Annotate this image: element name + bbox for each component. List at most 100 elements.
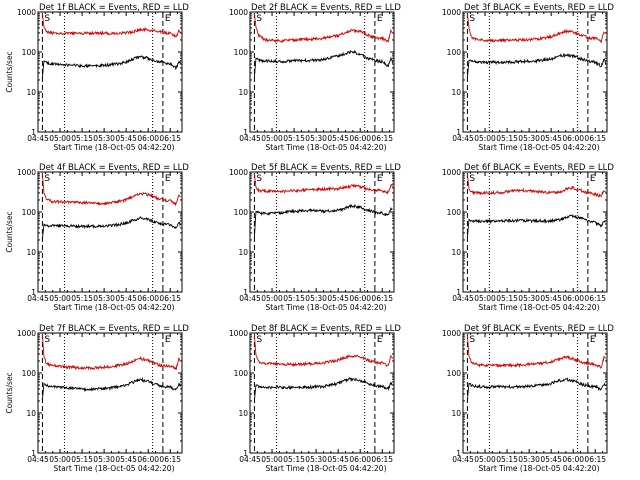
x-tick-label: 05:30 — [518, 455, 540, 464]
y-tick-label: 1000 — [17, 8, 36, 17]
series-events-black-line — [41, 55, 181, 79]
series-lld-red-line — [466, 333, 606, 369]
series-lld-red-line — [253, 12, 393, 44]
plot-frame — [37, 332, 183, 454]
marker-S-label: S — [469, 174, 475, 184]
panel-det-7f: Det 7f BLACK = Events, RED = LLD 1 10 100 10… — [5, 324, 189, 473]
y-tick-label: 1 — [243, 288, 248, 297]
panel-title: Det 1f BLACK = Events, RED = LLD — [39, 3, 189, 13]
x-tick-label: 04:45 — [239, 294, 261, 303]
x-tick-label: 06:15 — [159, 294, 181, 303]
y-tick-label: 1000 — [442, 168, 461, 177]
y-tick-label: 100 — [234, 208, 249, 217]
x-tick-label: 06:15 — [371, 134, 393, 143]
x-tick-label: 05:15 — [496, 294, 518, 303]
marker-E-label: E — [165, 335, 171, 345]
x-tick-label: 06:00 — [562, 294, 584, 303]
x-tick-label: 05:45 — [327, 134, 349, 143]
x-tick-label: 05:30 — [93, 134, 115, 143]
y-axis-label: Counts/sec — [5, 211, 14, 252]
panel-det-5f: Det 5f BLACK = Events, RED = LLD 1 10 100 10… — [229, 163, 402, 312]
series-events-black-line — [253, 203, 393, 239]
y-tick-label: 1 — [456, 128, 461, 137]
x-tick-label: 04:45 — [239, 455, 261, 464]
marker-E-label: E — [165, 14, 171, 24]
x-tick-label: 05:30 — [93, 294, 115, 303]
y-tick-label: 100 — [22, 208, 37, 217]
x-axis-label: Start Time (18-Oct-05 04:42:20) — [265, 303, 386, 312]
x-tick-label: 05:00 — [49, 134, 71, 143]
x-tick-label: 04:45 — [27, 455, 49, 464]
x-tick-label: 05:45 — [540, 455, 562, 464]
x-tick-label: 05:00 — [49, 455, 71, 464]
marker-S-label: S — [256, 335, 262, 345]
x-tick-label: 05:45 — [115, 455, 137, 464]
panel-det-9f: Det 9f BLACK = Events, RED = LLD 1 10 100 10… — [442, 324, 615, 473]
plot-frame — [249, 11, 395, 133]
y-tick-label: 100 — [447, 208, 462, 217]
y-tick-label: 10 — [238, 248, 248, 257]
x-tick-label: 06:15 — [159, 134, 181, 143]
plot-frame — [462, 171, 608, 293]
panel-title: Det 9f BLACK = Events, RED = LLD — [464, 324, 614, 334]
x-tick-label: 06:15 — [159, 455, 181, 464]
series-lld-red-line — [253, 333, 393, 367]
x-tick-label: 06:00 — [349, 294, 371, 303]
y-tick-label: 10 — [26, 409, 36, 418]
x-axis-label: Start Time (18-Oct-05 04:42:20) — [478, 143, 599, 152]
y-tick-label: 10 — [238, 409, 248, 418]
y-tick-label: 100 — [22, 48, 37, 57]
y-tick-label: 1 — [31, 449, 36, 458]
y-tick-label: 1 — [456, 288, 461, 297]
x-tick-label: 05:30 — [518, 134, 540, 143]
y-tick-label: 10 — [26, 248, 36, 257]
series-lld-red-line — [466, 12, 606, 44]
x-tick-label: 05:15 — [496, 455, 518, 464]
y-tick-label: 1000 — [442, 329, 461, 338]
series-events-black-line — [253, 49, 393, 79]
plot-frame — [37, 171, 183, 293]
x-tick-label: 06:00 — [137, 455, 159, 464]
x-tick-label: 05:45 — [540, 134, 562, 143]
x-tick-label: 05:00 — [261, 294, 283, 303]
x-tick-label: 05:45 — [115, 294, 137, 303]
plot-frame — [462, 11, 608, 133]
x-tick-label: 05:30 — [305, 134, 327, 143]
panel-det-6f: Det 6f BLACK = Events, RED = LLD 1 10 100 10… — [442, 163, 615, 312]
x-tick-label: 05:30 — [93, 455, 115, 464]
x-tick-label: 05:00 — [474, 455, 496, 464]
x-tick-label: 05:00 — [261, 134, 283, 143]
panel-title: Det 6f BLACK = Events, RED = LLD — [464, 163, 614, 173]
plot-frame — [249, 171, 395, 293]
marker-E-label: E — [377, 335, 383, 345]
plot-frame — [37, 11, 183, 133]
y-tick-label: 100 — [447, 48, 462, 57]
marker-S-label: S — [256, 14, 262, 24]
marker-E-label: E — [590, 335, 596, 345]
marker-S-label: S — [256, 174, 262, 184]
panel-det-1f: Det 1f BLACK = Events, RED = LLD 1 10 100 10… — [5, 3, 189, 152]
x-tick-label: 05:00 — [49, 294, 71, 303]
y-tick-label: 100 — [22, 369, 37, 378]
y-tick-label: 10 — [238, 88, 248, 97]
x-tick-label: 05:00 — [261, 455, 283, 464]
marker-E-label: E — [165, 174, 171, 184]
panel-det-8f: Det 8f BLACK = Events, RED = LLD 1 10 100 10… — [229, 324, 402, 473]
plot-frame — [462, 332, 608, 454]
x-axis-label: Start Time (18-Oct-05 04:42:20) — [53, 303, 174, 312]
series-lld-red-line — [41, 12, 181, 38]
series-events-black-line — [466, 377, 606, 402]
x-tick-label: 06:00 — [137, 294, 159, 303]
plot-frame — [249, 332, 395, 454]
x-tick-label: 06:15 — [584, 455, 606, 464]
panel-title: Det 5f BLACK = Events, RED = LLD — [251, 163, 401, 173]
x-tick-label: 05:45 — [115, 134, 137, 143]
panel-det-4f: Det 4f BLACK = Events, RED = LLD 1 10 100 10… — [5, 163, 189, 312]
marker-S-label: S — [469, 335, 475, 345]
x-tick-label: 05:15 — [283, 455, 305, 464]
series-events-black-line — [466, 214, 606, 239]
marker-S-label: S — [469, 14, 475, 24]
marker-S-label: S — [44, 14, 50, 24]
x-tick-label: 05:45 — [327, 294, 349, 303]
y-tick-label: 1000 — [229, 329, 248, 338]
